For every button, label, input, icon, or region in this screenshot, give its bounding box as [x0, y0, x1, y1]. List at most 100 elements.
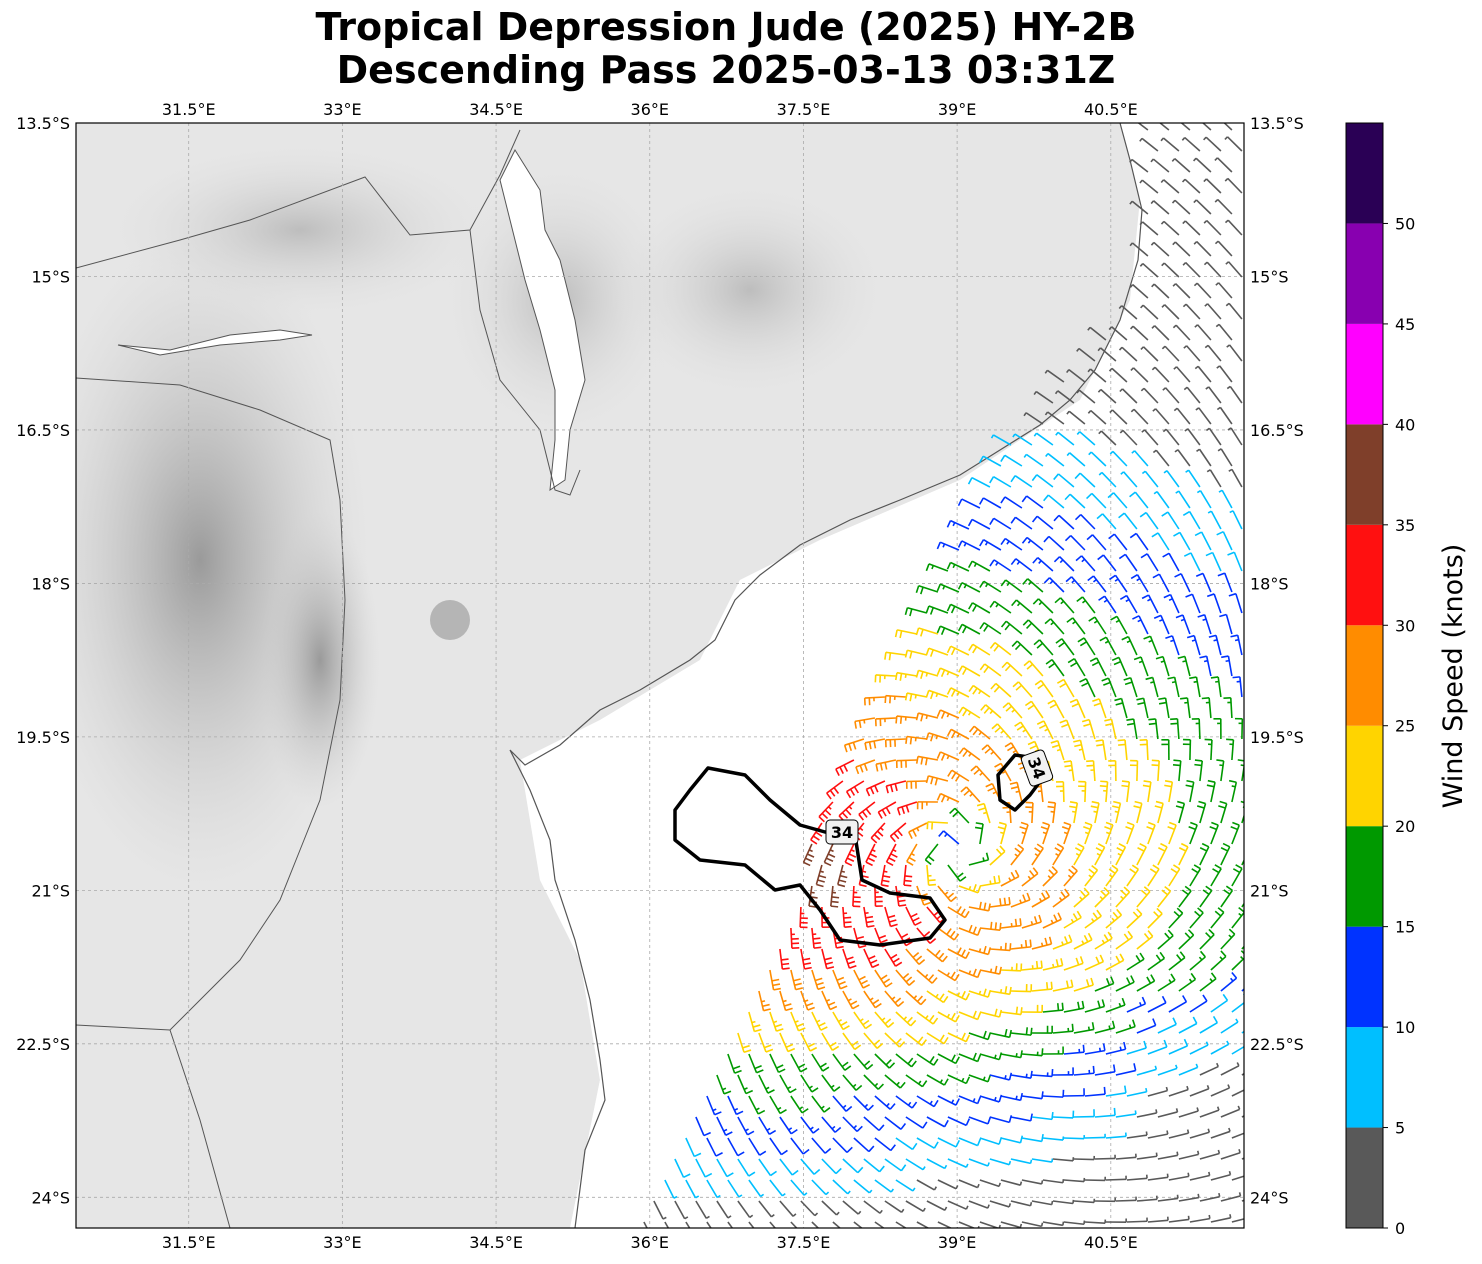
wind-barb [1210, 864, 1222, 887]
colorbar-bin [1346, 1127, 1383, 1228]
wind-barb [1205, 386, 1222, 404]
wind-barb [874, 969, 893, 988]
wind-barb [937, 1095, 960, 1106]
wind-barb [1189, 994, 1208, 1013]
wind-barb [1157, 929, 1174, 950]
wind-barb [916, 1053, 939, 1066]
wind-barb [1052, 1157, 1075, 1162]
wind-barb [958, 1137, 982, 1147]
wind-barb [1193, 282, 1212, 299]
wind-barb [968, 643, 991, 656]
wind-barb [874, 1053, 896, 1069]
tick-label-lon-top: 31.5°E [162, 100, 216, 119]
wind-barb [1217, 572, 1233, 593]
wind-barb [949, 807, 970, 824]
wind-barb [802, 843, 815, 867]
wind-barb [1204, 344, 1222, 362]
wind-barb [1151, 366, 1170, 383]
wind-barb [854, 717, 876, 729]
wind-barb [1140, 553, 1159, 572]
wind-barb [810, 822, 823, 845]
wind-barb [937, 1011, 960, 1023]
wind-barb [1073, 843, 1085, 866]
tick-label-lon-bottom: 37.5°E [777, 1233, 831, 1252]
wind-barb [748, 1053, 764, 1074]
wind-barb [1115, 1196, 1137, 1202]
wind-barb [674, 1200, 689, 1220]
wind-barb [1085, 492, 1107, 509]
wind-barb [1160, 137, 1180, 152]
wind-barb [1098, 471, 1117, 488]
wind-barb [845, 780, 865, 799]
wind-barb [968, 684, 991, 698]
wind-barb [1012, 681, 1033, 698]
wind-barb [1193, 199, 1212, 215]
wind-barb [821, 1200, 840, 1216]
wind-barb [1067, 658, 1086, 677]
wind-barb [837, 864, 848, 888]
wind-barb [1009, 781, 1023, 803]
wind-barb [830, 885, 840, 908]
wind-barb [1094, 1107, 1116, 1118]
wind-barb [1031, 1111, 1054, 1121]
wind-barb [790, 1179, 808, 1196]
wind-barb [842, 990, 860, 1010]
wind-barb [937, 1053, 960, 1065]
wind-barb [1052, 979, 1074, 992]
wind-barb [1226, 738, 1235, 761]
wind-barb [1199, 655, 1212, 677]
wind-barb [1224, 177, 1243, 194]
wind-barb [1000, 1221, 1023, 1228]
wind-barb [1076, 431, 1096, 446]
contour-label-main: 34 [825, 819, 859, 845]
wind-barb [1213, 717, 1222, 740]
wind-barb [916, 801, 938, 810]
wind-barb [884, 1116, 907, 1130]
wind-barb [1205, 427, 1222, 446]
wind-barb [863, 906, 875, 928]
wind-barb [946, 519, 970, 530]
wind-barb [979, 965, 1002, 975]
wind-barb [1220, 1062, 1240, 1076]
wind-barb [1177, 655, 1191, 677]
wind-barb [916, 1179, 938, 1191]
wind-barb [863, 696, 885, 706]
wind-barb [1136, 1152, 1158, 1160]
wind-barb [863, 1032, 884, 1049]
wind-barb [979, 622, 1002, 635]
wind-barb [1105, 1132, 1127, 1139]
wind-barb [1031, 1025, 1053, 1034]
wind-barb [1227, 551, 1243, 572]
wind-barb [1147, 1039, 1168, 1055]
wind-barb [1199, 1062, 1220, 1076]
wind-barb [1105, 997, 1126, 1013]
wind-barb [1139, 179, 1159, 194]
wind-barb [989, 600, 1012, 614]
wind-barb [884, 694, 906, 704]
wind-barb [1168, 864, 1181, 887]
wind-barb [1099, 780, 1109, 803]
wind-barb [1031, 1200, 1054, 1206]
wind-barb [1173, 531, 1191, 551]
wind-barb [1181, 178, 1201, 194]
wind-barb [1161, 345, 1180, 362]
wind-barb [926, 1116, 949, 1128]
wind-barb [1220, 928, 1236, 950]
wind-barb [1073, 1022, 1095, 1034]
wind-barb [1140, 387, 1159, 404]
border-south [169, 1029, 231, 1228]
wind-barb [926, 1032, 949, 1045]
wind-barb [1090, 800, 1100, 824]
tick-label-lon-bottom: 34.5°E [469, 1233, 523, 1252]
wind-barb [1069, 698, 1086, 719]
wind-barb [1195, 572, 1212, 593]
wind-barb [779, 1074, 797, 1094]
wind-barb [1183, 386, 1201, 404]
wind-barb [946, 728, 970, 740]
wind-barb [1210, 676, 1222, 698]
wind-barb [1076, 596, 1096, 614]
wind-barb [1178, 1107, 1199, 1118]
wind-barb [1021, 1004, 1044, 1014]
wind-barb [674, 1158, 691, 1179]
wind-barb [1141, 594, 1159, 614]
